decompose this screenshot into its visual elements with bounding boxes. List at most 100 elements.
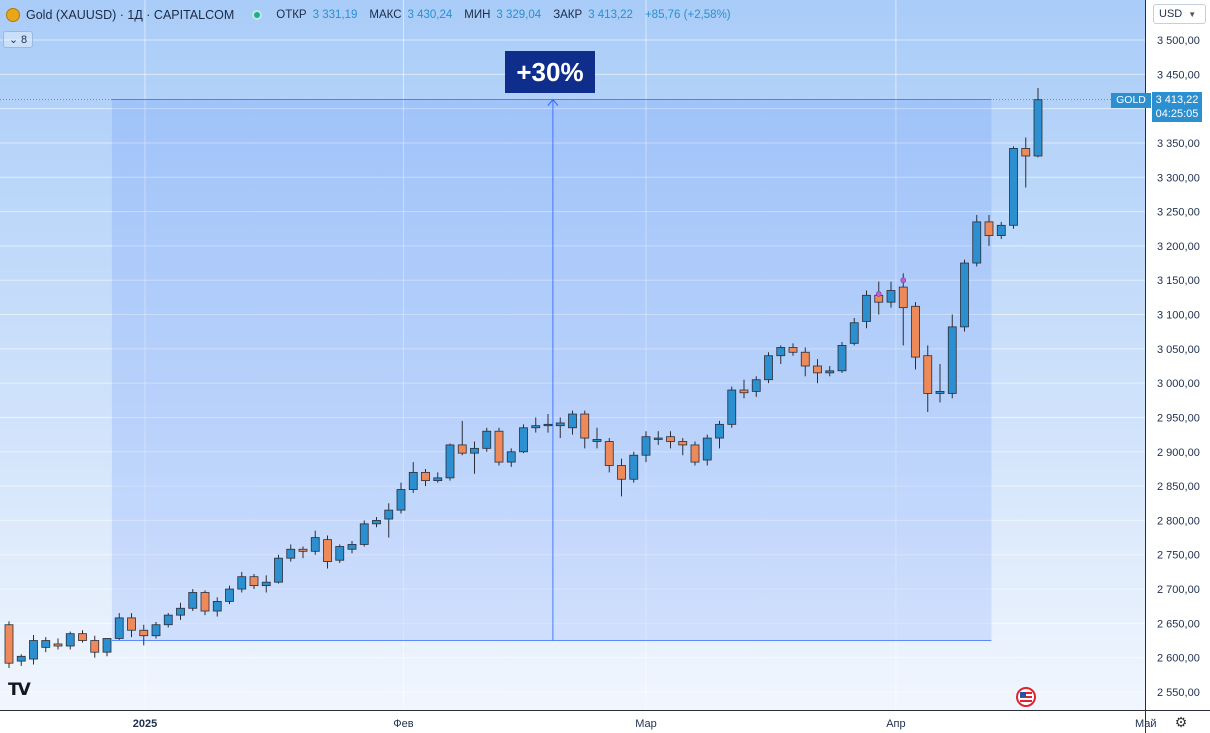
- candle-down: [323, 535, 332, 569]
- candle-body: [678, 441, 688, 446]
- candle-up: [653, 431, 663, 445]
- candle-body: [788, 347, 798, 353]
- candle-body: [225, 588, 234, 602]
- candle-up: [16, 654, 26, 666]
- event-marker: [875, 291, 882, 297]
- candle-up: [237, 571, 247, 593]
- gear-icon[interactable]: ⚙: [1174, 714, 1188, 730]
- candle-body: [898, 286, 908, 309]
- candle-body: [127, 617, 136, 631]
- y-tick-label: 3 000,00: [1157, 378, 1200, 390]
- high-value: 3 430,24: [407, 9, 453, 21]
- candle-body: [372, 520, 381, 525]
- candle-body: [323, 539, 332, 562]
- candle-body: [4, 624, 14, 664]
- candle-up: [347, 541, 357, 554]
- tradingview-logo-icon[interactable]: TV: [8, 680, 31, 700]
- candle-up: [225, 585, 234, 605]
- candle-down: [788, 343, 798, 356]
- candle-body: [739, 389, 749, 394]
- time-axis-bg: [0, 711, 1210, 733]
- candle-body: [65, 633, 75, 647]
- candle-body: [629, 454, 639, 480]
- candle-body: [433, 477, 443, 482]
- candle-body: [41, 640, 51, 648]
- candle-body: [286, 548, 296, 559]
- y-tick-label: 3 050,00: [1157, 344, 1200, 356]
- candle-down: [200, 590, 210, 616]
- candle-down: [139, 624, 149, 646]
- candle-up: [849, 317, 859, 346]
- candle-down: [678, 438, 688, 456]
- candle-up: [727, 386, 737, 428]
- y-tick-label: 2 600,00: [1157, 653, 1200, 665]
- candle-body: [911, 305, 920, 358]
- candle-down: [813, 359, 822, 384]
- y-tick-label: 3 450,00: [1157, 69, 1200, 81]
- candle-body: [935, 390, 945, 394]
- candle-body: [396, 489, 406, 511]
- low-label: МИН: [464, 9, 491, 21]
- y-tick-label: 2 700,00: [1157, 584, 1200, 596]
- chevron-down-icon: ⌄: [8, 34, 19, 46]
- market-status-icon[interactable]: [252, 10, 263, 20]
- y-tick-label: 3 500,00: [1157, 35, 1200, 47]
- candle-body: [249, 576, 259, 587]
- measurement-label: +30%: [505, 51, 595, 93]
- candle-body: [996, 224, 1006, 237]
- y-tick-label: 2 650,00: [1157, 618, 1200, 630]
- candle-up: [837, 341, 847, 373]
- last-price-tag: 3 413,22 04:25:05: [1152, 92, 1202, 122]
- candle-down: [457, 420, 467, 456]
- candle-body: [494, 430, 504, 463]
- candle-body: [641, 436, 651, 456]
- currency-select[interactable]: USD ▼: [1153, 4, 1206, 24]
- candle-body: [1009, 148, 1018, 226]
- candle-body: [947, 326, 957, 394]
- candle-body: [702, 437, 712, 461]
- candle-up: [310, 530, 320, 555]
- indicators-collapse-button[interactable]: ⌄ 8: [3, 31, 33, 48]
- measurement-area: [111, 99, 992, 641]
- candle-body: [445, 444, 455, 479]
- candle-body: [102, 638, 112, 653]
- candle-down: [898, 273, 908, 346]
- candle-body: [715, 423, 724, 439]
- change-value: +85,76 (+2,58%): [644, 9, 731, 21]
- candle-up: [433, 472, 443, 483]
- candle-up: [445, 443, 455, 481]
- candle-up: [555, 417, 565, 439]
- candle-down: [617, 458, 626, 497]
- candle-body: [163, 614, 173, 626]
- candle-body: [261, 581, 271, 587]
- candle-body: [359, 523, 369, 545]
- candle-body: [457, 444, 467, 454]
- candle-body: [984, 221, 994, 237]
- symbol-title[interactable]: Gold (XAUUSD) · 1Д · CAPITALCOM: [26, 8, 235, 22]
- close-value: 3 413,22: [588, 9, 633, 21]
- event-marker: [900, 277, 907, 284]
- open-value: 3 331,19: [312, 9, 358, 21]
- candle-body: [764, 355, 773, 381]
- bar-countdown: 04:25:05: [1155, 108, 1199, 120]
- candle-body: [617, 465, 626, 480]
- high-label: МАКС: [369, 9, 402, 21]
- candle-down: [923, 345, 933, 412]
- candle-body: [188, 592, 198, 609]
- chart-legend: Gold (XAUUSD) · 1Д · CAPITALCOM ОТКР 3 3…: [6, 6, 731, 24]
- y-tick-label: 3 300,00: [1157, 172, 1200, 184]
- candle-up: [519, 424, 528, 454]
- y-tick-label: 3 150,00: [1157, 275, 1200, 287]
- last-price: 3 413,22: [1155, 94, 1199, 106]
- candle-up: [176, 602, 185, 620]
- open-label: ОТКР: [276, 9, 307, 21]
- candle-up: [715, 420, 724, 449]
- candle-body: [310, 537, 320, 552]
- y-tick-label: 2 850,00: [1157, 481, 1200, 493]
- candle-up: [384, 503, 394, 538]
- candle-up: [531, 417, 541, 433]
- us-flag-icon[interactable]: [1016, 687, 1036, 707]
- candle-up: [1009, 146, 1018, 229]
- candle-body: [604, 441, 614, 466]
